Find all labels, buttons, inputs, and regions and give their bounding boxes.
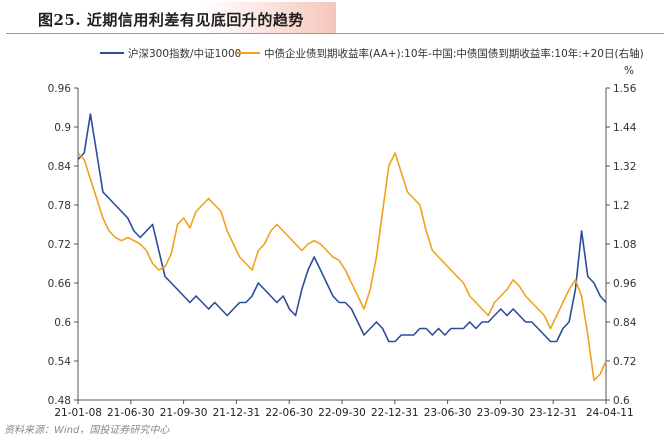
x-axis-tick-label: 21-12-31	[213, 407, 261, 419]
right-axis-tick-label: 1.08	[613, 239, 636, 251]
series-layer	[77, 113, 607, 382]
right-axis-unit: %	[624, 65, 634, 77]
right-axis-tick-label: 0.72	[613, 356, 636, 368]
legend-label-right-series: 中债企业债到期收益率(AA+):10年-中国:中债国债到期收益率:10年:+20…	[264, 47, 644, 60]
series-line-credit-spread	[77, 152, 607, 382]
x-axis-tick-label: 21-06-30	[107, 407, 155, 419]
source-note: 资料来源：Wind，国投证券研究中心	[4, 425, 170, 436]
left-axis-tick-label: 0.48	[48, 395, 71, 407]
x-axis-tick-label: 21-09-30	[160, 407, 208, 419]
figure-title: 图25. 近期信用利差有见底回升的趋势	[38, 11, 304, 29]
x-axis: 21-01-08 21-06-30 21-09-30 21-12-31 22-06-30…	[54, 399, 634, 419]
title-band	[6, 2, 336, 34]
left-axis-tick-label: 0.78	[48, 200, 71, 212]
x-axis-tick-label: 22-09-30	[318, 407, 366, 419]
right-axis-tick-label: 0.96	[613, 278, 637, 290]
legend: 沪深300指数/中证1000 中债企业债到期收益率(AA+):10年-中国:中债…	[100, 47, 644, 60]
x-axis-tick-label: 23-06-30	[424, 407, 472, 419]
left-axis: 0.96 0.9 0.84 0.78 0.72 0.66 0.6 0.54 0.48	[48, 83, 79, 407]
right-axis-tick-label: 1.44	[613, 122, 637, 134]
left-axis-tick-label: 0.84	[48, 161, 72, 173]
left-axis-tick-label: 0.66	[48, 278, 72, 290]
right-axis-tick-label: 0.84	[613, 317, 637, 329]
left-axis-tick-label: 0.72	[48, 239, 71, 251]
left-axis-tick-label: 0.6	[54, 317, 71, 329]
left-axis-tick-label: 0.9	[54, 122, 71, 134]
right-axis-tick-label: 0.6	[613, 395, 630, 407]
right-axis-tick-label: 1.32	[613, 161, 636, 173]
x-axis-tick-label: 22-06-30	[265, 407, 313, 419]
x-axis-tick-label: 21-01-08	[54, 407, 102, 419]
legend-label-left-series: 沪深300指数/中证1000	[128, 47, 241, 60]
x-axis-tick-label: 23-09-30	[477, 407, 525, 419]
left-axis-tick-label: 0.54	[48, 356, 72, 368]
left-axis-tick-label: 0.96	[48, 83, 72, 95]
title-rule	[6, 33, 664, 34]
right-axis-tick-label: 1.56	[613, 83, 637, 95]
x-axis-tick-label: 23-12-31	[529, 407, 577, 419]
right-axis-tick-label: 1.2	[613, 200, 630, 212]
x-axis-tick-label: 24-04-11	[586, 407, 634, 419]
x-axis-tick-label: 22-12-31	[371, 407, 419, 419]
right-axis: 1.56 1.44 1.32 1.2 1.08 0.96 0.84 0.72 0.6	[605, 83, 637, 407]
series-line-index-ratio	[77, 113, 607, 343]
